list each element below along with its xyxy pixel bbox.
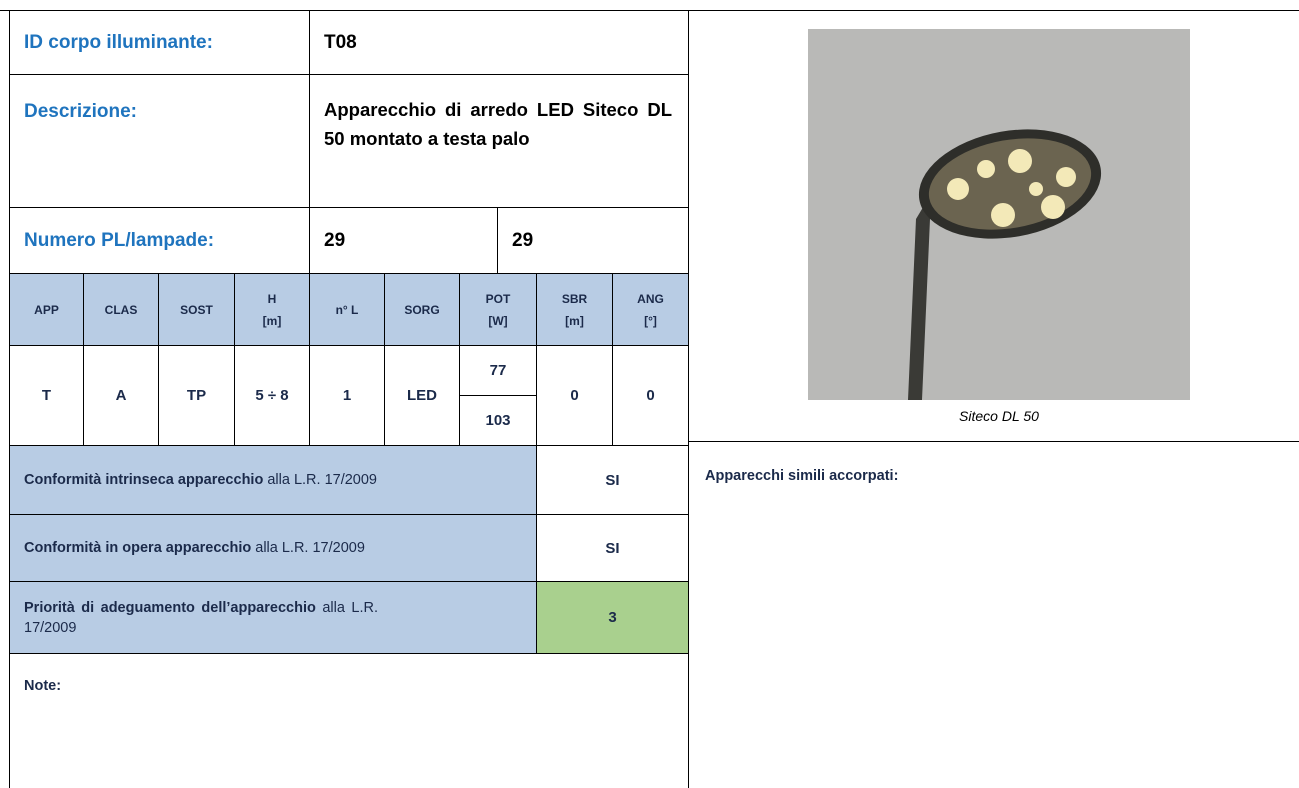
column-header: SOST — [158, 273, 235, 346]
description-value: Apparecchio di arredo LED Siteco DL 50 m… — [324, 99, 672, 149]
data-cell: 103 — [459, 395, 537, 446]
column-header: ANG [°] — [612, 273, 689, 346]
data-value: 0 — [646, 387, 655, 404]
data-value: LED — [407, 387, 437, 404]
notes-label: Note: — [24, 678, 62, 694]
rule — [688, 441, 1299, 442]
column-header: POT [W] — [459, 273, 537, 346]
id-label: ID corpo illuminante: — [24, 31, 213, 53]
data-cell: A — [83, 345, 159, 446]
column-header: SBR [m] — [536, 273, 613, 346]
data-value: 103 — [485, 412, 511, 429]
id-label-cell: ID corpo illuminante: — [9, 10, 310, 75]
image-caption: Siteco DL 50 — [959, 408, 1039, 424]
conformity-label: Conformità in opera apparecchio alla L.R… — [24, 538, 365, 558]
column-header-text: n° L — [335, 302, 359, 317]
notes-cell: Note: — [9, 653, 689, 788]
column-header: H [m] — [234, 273, 310, 346]
description-label-cell: Descrizione: — [9, 74, 310, 208]
column-header-text: [W] — [488, 313, 508, 328]
conformity-text: alla L.R. 17/2009 — [255, 540, 365, 556]
description-label: Descrizione: — [24, 101, 137, 122]
column-header: APP — [9, 273, 84, 346]
conformity-label: Priorità di adeguamento dell’apparecchio… — [24, 598, 386, 638]
data-value: 0 — [570, 387, 579, 404]
data-value: 5 ÷ 8 — [255, 387, 289, 404]
data-value: T — [41, 387, 52, 404]
column-header: n° L — [309, 273, 385, 346]
data-cell: LED — [384, 345, 460, 446]
column-header-text: SORG — [404, 302, 440, 317]
conformity-label-cell: Priorità di adeguamento dell’apparecchio… — [9, 581, 537, 654]
data-value: 77 — [489, 362, 507, 379]
conformity-value-cell: SI — [536, 514, 689, 582]
lamp-photo — [808, 29, 1190, 400]
column-header-text: APP — [34, 302, 59, 317]
lamps-value-cell: 29 — [497, 207, 689, 274]
data-cell: TP — [158, 345, 235, 446]
id-value-cell: T08 — [309, 10, 689, 75]
column-header-text: ANG — [637, 291, 664, 306]
lamps-value: 29 — [512, 229, 534, 251]
id-value: T08 — [324, 31, 357, 53]
column-header-text: SOST — [180, 302, 213, 317]
lamps-value: 29 — [324, 229, 346, 251]
column-header-text: [m] — [262, 313, 282, 328]
data-cell: 5 ÷ 8 — [234, 345, 310, 446]
column-header-text: POT — [485, 291, 511, 306]
similar-label: Apparecchi simili accorpati: — [705, 468, 899, 484]
data-cell: 0 — [612, 345, 689, 446]
lamps-label: Numero PL/lampade: — [24, 229, 215, 251]
description-value-cell: Apparecchio di arredo LED Siteco DL 50 m… — [309, 74, 689, 208]
conformity-label: Conformità intrinseca apparecchio alla L… — [24, 470, 377, 490]
column-header: SORG — [384, 273, 460, 346]
conformity-bold: Conformità in opera apparecchio — [24, 540, 252, 556]
conformity-text: alla L.R. 17/2009 — [267, 472, 377, 488]
lamps-value-cell: 29 — [309, 207, 498, 274]
column-header-text: SBR — [561, 291, 588, 306]
conformity-bold: Priorità di adeguamento dell’apparecchio — [24, 599, 316, 616]
conformity-value: SI — [605, 471, 620, 489]
conformity-text: alla L.R. 17/2009 — [24, 599, 378, 636]
data-value: A — [115, 387, 127, 404]
conformity-value: 3 — [608, 609, 617, 626]
column-header-text: H — [267, 291, 277, 306]
column-header-text: CLAS — [104, 302, 138, 317]
lamps-label-cell: Numero PL/lampade: — [9, 207, 310, 274]
conformity-value-cell: SI — [536, 445, 689, 515]
column-header-text: [°] — [644, 313, 657, 328]
column-header: CLAS — [83, 273, 159, 346]
conformity-value: SI — [605, 539, 620, 557]
data-cell: T — [9, 345, 84, 446]
data-cell: 77 — [459, 345, 537, 396]
data-value: TP — [186, 387, 207, 404]
data-value: 1 — [342, 387, 352, 404]
conformity-label-cell: Conformità in opera apparecchio alla L.R… — [9, 514, 537, 582]
conformity-bold: Conformità intrinseca apparecchio — [24, 472, 264, 488]
column-header-text: [m] — [565, 313, 584, 328]
conformity-value-cell: 3 — [536, 581, 689, 654]
data-cell: 1 — [309, 345, 385, 446]
conformity-label-cell: Conformità intrinseca apparecchio alla L… — [9, 445, 537, 515]
data-cell: 0 — [536, 345, 613, 446]
